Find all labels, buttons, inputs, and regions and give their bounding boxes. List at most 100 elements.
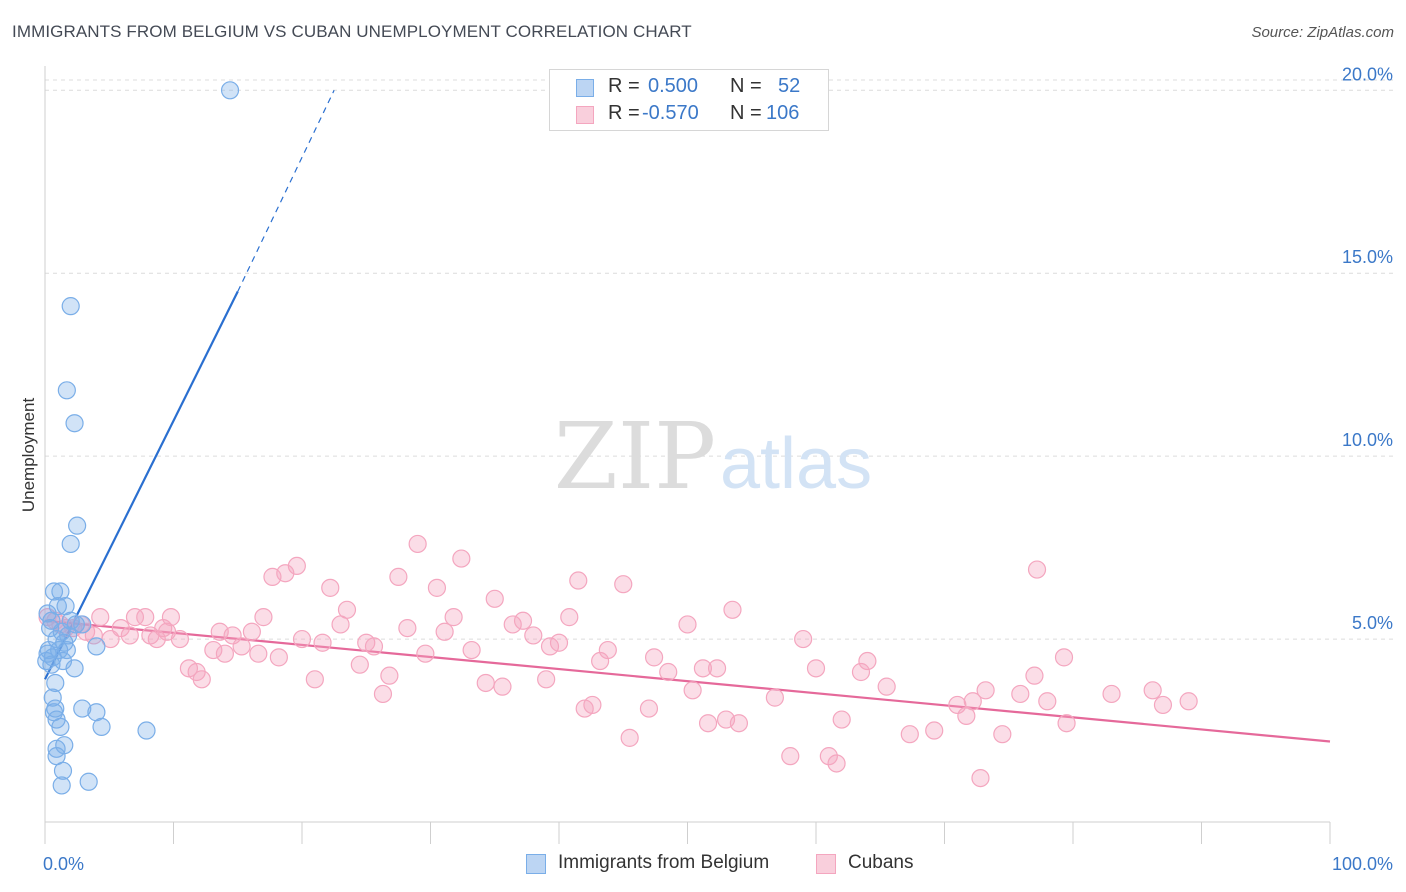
data-point-cubans (1027, 560, 1047, 579)
data-point-cubans (444, 608, 463, 627)
axes (44, 66, 1331, 844)
data-point-cubans (781, 747, 800, 766)
data-point-cubans (125, 608, 145, 627)
y-tick-label: 10.0% (1342, 430, 1393, 450)
legend-n-value: 106 (766, 102, 800, 124)
data-point-cubans (161, 608, 181, 627)
x-tick-labels: 0.0% 100.0% (43, 854, 1393, 874)
data-point-belgium (73, 615, 92, 634)
data-point-cubans (659, 662, 678, 682)
data-point-cubans (136, 608, 155, 627)
data-point-belgium (43, 688, 62, 707)
data-point-cubans (1057, 714, 1076, 733)
data-point-cubans (583, 695, 602, 715)
legend-r-value: -0.570 (642, 102, 699, 124)
data-point-cubans (380, 666, 399, 685)
data-point-belgium (50, 640, 69, 660)
data-point-cubans (900, 725, 919, 744)
legend-swatch-belgium (576, 79, 594, 97)
data-point-cubans (858, 651, 877, 671)
data-point-cubans (452, 549, 471, 568)
data-point-cubans (120, 626, 139, 645)
data-point-cubans (1011, 684, 1030, 704)
legend-r-label: R = (608, 75, 640, 97)
data-point-cubans (1153, 695, 1173, 715)
data-point-belgium (87, 637, 106, 656)
data-point-cubans (462, 640, 481, 660)
data-point-belgium (79, 772, 98, 791)
data-point-cubans (1025, 666, 1044, 685)
trend-cubans (44, 619, 1331, 743)
data-point-cubans (971, 768, 990, 788)
data-point-cubans (408, 534, 427, 554)
data-point-cubans (373, 684, 393, 704)
data-point-belgium (92, 717, 111, 736)
trend-belgium (44, 90, 335, 680)
data-point-cubans (170, 629, 190, 649)
data-point-belgium (46, 673, 65, 693)
data-point-cubans (765, 688, 784, 707)
data-point-belgium (52, 776, 71, 795)
watermark-zip: ZIP (554, 403, 716, 510)
data-point-cubans (832, 710, 851, 729)
data-point-cubans (549, 633, 569, 652)
data-point-cubans (569, 571, 588, 590)
legend-swatch-cubans (576, 106, 594, 124)
data-point-cubans (729, 714, 749, 733)
trend-line-belgium-extension (237, 90, 335, 292)
data-point-belgium (65, 659, 84, 678)
data-point-belgium (61, 534, 80, 554)
legend-n-label: N = (730, 75, 762, 97)
data-point-cubans (485, 589, 504, 608)
data-point-cubans (435, 622, 454, 641)
y-axis-label: Unemployment (19, 398, 38, 513)
data-point-cubans (806, 659, 826, 678)
legend-n-value: 52 (778, 75, 801, 97)
legend-r-label: R = (608, 102, 640, 124)
points-belgium (37, 81, 240, 795)
data-point-cubans (698, 714, 718, 733)
data-point-cubans (794, 629, 813, 649)
data-point-belgium (42, 655, 61, 674)
source-credit: Source: ZipAtlas.com (1251, 24, 1394, 41)
data-point-belgium (137, 721, 156, 740)
data-point-cubans (819, 747, 838, 766)
data-point-cubans (877, 677, 896, 696)
data-point-cubans (232, 637, 251, 656)
data-point-cubans (560, 608, 579, 627)
data-point-cubans (337, 600, 357, 619)
bottom-legend-label-belgium: Immigrants from Belgium (558, 852, 770, 873)
data-point-cubans (1038, 692, 1057, 711)
data-point-cubans (215, 644, 234, 663)
legend-n-label: N = (730, 102, 762, 124)
data-point-cubans (683, 681, 702, 700)
data-point-cubans (976, 681, 995, 700)
data-point-cubans (249, 644, 268, 663)
data-point-cubans (540, 637, 560, 656)
data-point-cubans (427, 578, 447, 597)
data-point-cubans (678, 615, 697, 634)
data-point-belgium (47, 739, 66, 758)
y-tick-label: 20.0% (1342, 64, 1393, 84)
data-point-cubans (292, 629, 312, 649)
legend-row-cubans: R = -0.570 N = 106 (550, 102, 828, 128)
data-point-belgium (44, 582, 64, 601)
data-point-belgium (57, 381, 76, 400)
watermark-atlas: atlas (720, 424, 872, 504)
data-point-cubans (644, 648, 664, 667)
data-point-cubans (204, 640, 223, 660)
data-point-cubans (398, 618, 417, 638)
data-point-cubans (537, 670, 556, 689)
bottom-legend-label-cubans: Cubans (848, 852, 914, 873)
data-point-cubans (147, 629, 166, 649)
data-point-cubans (963, 692, 982, 711)
trend-line-cubans (44, 619, 1331, 743)
legend-row-belgium: R = 0.500 N = 52 (550, 75, 828, 101)
data-point-cubans (269, 648, 288, 667)
data-point-cubans (242, 622, 261, 641)
data-point-cubans (1143, 681, 1162, 700)
data-point-cubans (313, 633, 332, 652)
data-point-cubans (305, 670, 324, 689)
data-point-cubans (513, 611, 533, 630)
data-point-belgium (51, 717, 70, 736)
